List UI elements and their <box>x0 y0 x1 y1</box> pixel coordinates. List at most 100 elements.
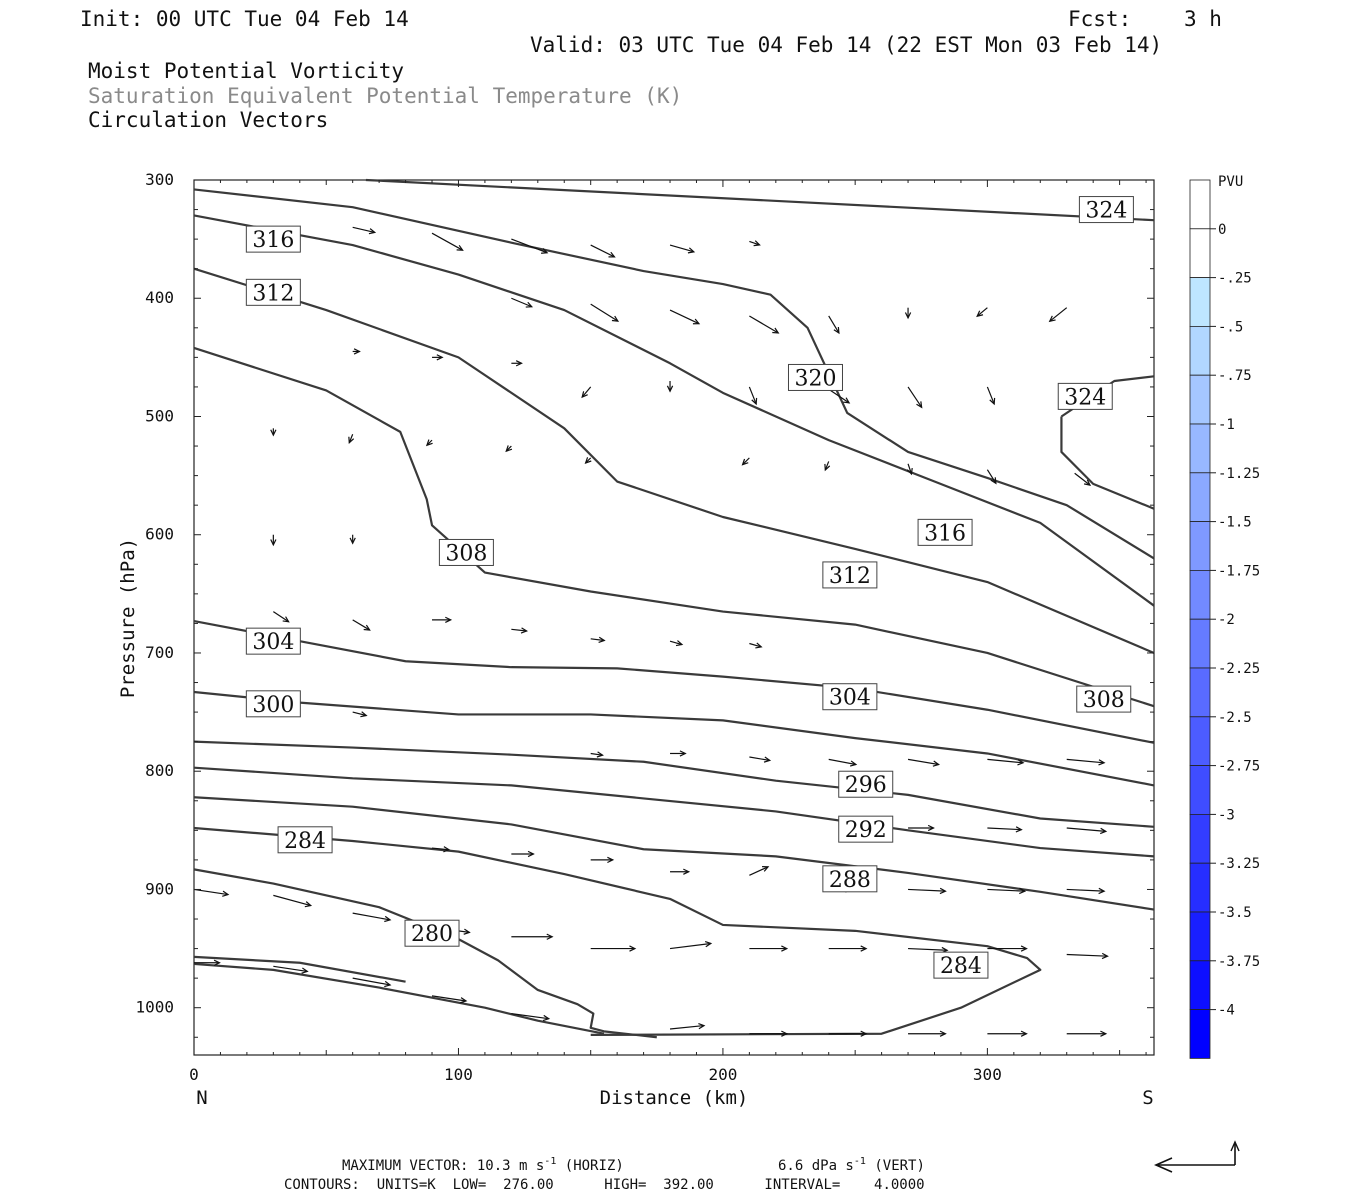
contour-label: 292 <box>838 815 894 843</box>
circulation-vector <box>431 995 468 1004</box>
contour-line-304 <box>193 619 1155 744</box>
circulation-vector <box>1066 1030 1108 1037</box>
circulation-vector <box>270 534 277 547</box>
contour-line-292 <box>193 766 1155 858</box>
colorbar-band <box>1189 1009 1211 1059</box>
contour-line-316 <box>193 214 1155 607</box>
contour-line-296 <box>193 740 1155 828</box>
circulation-vector <box>828 388 851 404</box>
colorbar-band <box>1189 716 1211 766</box>
colorbar-band <box>1189 374 1211 425</box>
circulation-vector <box>741 457 750 466</box>
max-vertical-vector-label: 6.6 dPa s-1 (VERT) <box>778 1156 925 1174</box>
contour-label-text: 308 <box>1083 688 1125 713</box>
x-tick-label: 0 <box>189 1065 199 1084</box>
circulation-vector <box>352 348 361 355</box>
y-tick-label: 800 <box>145 761 174 780</box>
contour-label: 280 <box>404 919 460 947</box>
circulation-vector <box>828 945 868 952</box>
x-axis-north-label: N <box>196 1087 207 1109</box>
contour-label-text: 316 <box>924 521 966 546</box>
colorbar-band <box>1189 667 1211 718</box>
colorbar-band <box>1189 179 1211 230</box>
contour-label-text: 292 <box>845 818 887 843</box>
circulation-vector <box>273 965 309 974</box>
contour-line-312 <box>193 267 1155 654</box>
circulation-vector <box>352 619 371 631</box>
contour-label-text: 288 <box>829 868 871 893</box>
y-axis: 300 400 500 600 700 800 900 1000 <box>135 170 1154 1038</box>
colorbar-tick-label: -3 <box>1218 807 1235 823</box>
init-time-label: Init: 00 UTC Tue 04 Feb 14 <box>80 7 409 31</box>
contour-label-text: 312 <box>829 564 871 589</box>
contour-line-320 <box>193 188 1155 560</box>
circulation-vector <box>1066 758 1106 766</box>
contour-label: 324 <box>1057 382 1113 410</box>
y-tick-label: 700 <box>145 643 174 662</box>
circulation-vector <box>908 887 947 895</box>
y-tick-label: 1000 <box>135 998 174 1017</box>
circulation-vector <box>987 1030 1028 1037</box>
valid-time-label: Valid: 03 UTC Tue 04 Feb 14 (22 EST Mon … <box>530 33 1162 57</box>
forecast-label: Fcst: <box>1068 7 1131 31</box>
y-tick-label: 400 <box>145 288 174 307</box>
contour-label: 316 <box>245 225 301 253</box>
y-axis-title: Pressure (hPa) <box>117 538 139 698</box>
circulation-vector <box>976 307 988 318</box>
contour-label-text: 308 <box>445 541 487 566</box>
contour-label: 288 <box>822 865 878 893</box>
circulation-vector <box>511 627 529 634</box>
circulation-vector <box>590 751 604 758</box>
contour-line-324 <box>365 178 1155 222</box>
contour-label: 308 <box>438 538 494 566</box>
colorbar-tick-label: -.25 <box>1218 271 1252 287</box>
colorbar-band <box>1189 911 1211 962</box>
colorbar-tick-label: -3.25 <box>1218 856 1260 872</box>
circulation-vector <box>986 386 996 406</box>
circulation-vector <box>273 611 290 623</box>
circulation-vector <box>352 912 392 923</box>
colorbar-tick-label: 0 <box>1218 222 1226 238</box>
circulation-vector <box>749 240 761 247</box>
colorbar-tick-label: -.5 <box>1218 319 1243 335</box>
circulation-vector <box>666 381 674 393</box>
contour-label-text: 304 <box>252 630 294 655</box>
pv-colorbar: 0 -.25 -.5 -.75 -1 -1.25 -1.5 -1.75 -2 -2.25 -2.5 -… <box>1189 179 1260 1059</box>
contour-line-324 <box>1060 416 1155 510</box>
circulation-vector <box>431 846 451 853</box>
contour-label-text: 312 <box>252 281 294 306</box>
circulation-vector <box>431 232 464 251</box>
colorbar-band <box>1189 423 1211 474</box>
contour-label-text: 304 <box>829 686 871 711</box>
contour-label: 324 <box>1078 196 1134 224</box>
contour-label: 312 <box>822 561 878 589</box>
contour-label: 316 <box>917 518 973 546</box>
circulation-vector <box>511 1013 551 1022</box>
circulation-vector <box>352 711 368 718</box>
circulation-vector <box>194 959 221 966</box>
colorbar-band <box>1189 228 1211 279</box>
x-tick-label: 100 <box>444 1065 473 1084</box>
contour-label-text: 324 <box>1085 199 1127 224</box>
circulation-vector <box>273 894 313 908</box>
contour-label-text: 284 <box>284 829 326 854</box>
x-tick-label: 300 <box>973 1065 1002 1084</box>
contour-label: 300 <box>245 690 301 718</box>
circulation-vector <box>749 642 763 649</box>
contour-line-308 <box>193 346 1155 708</box>
circulation-vector <box>986 469 997 485</box>
circulation-vector <box>669 309 701 325</box>
colorbar-band <box>1189 521 1211 571</box>
contour-label-text: 296 <box>845 773 887 798</box>
circulation-vector <box>828 758 858 767</box>
circulation-vector <box>352 977 392 988</box>
circulation-vector <box>669 640 684 647</box>
y-tick-label: 600 <box>145 525 174 544</box>
circulation-vector <box>749 866 770 876</box>
contour-label-text: 320 <box>794 366 836 391</box>
circulation-vector <box>1074 472 1092 486</box>
circulation-vector <box>987 945 1028 952</box>
circulation-vector <box>349 534 356 545</box>
x-tick-label: 200 <box>708 1065 737 1084</box>
colorbar-band <box>1189 277 1211 327</box>
